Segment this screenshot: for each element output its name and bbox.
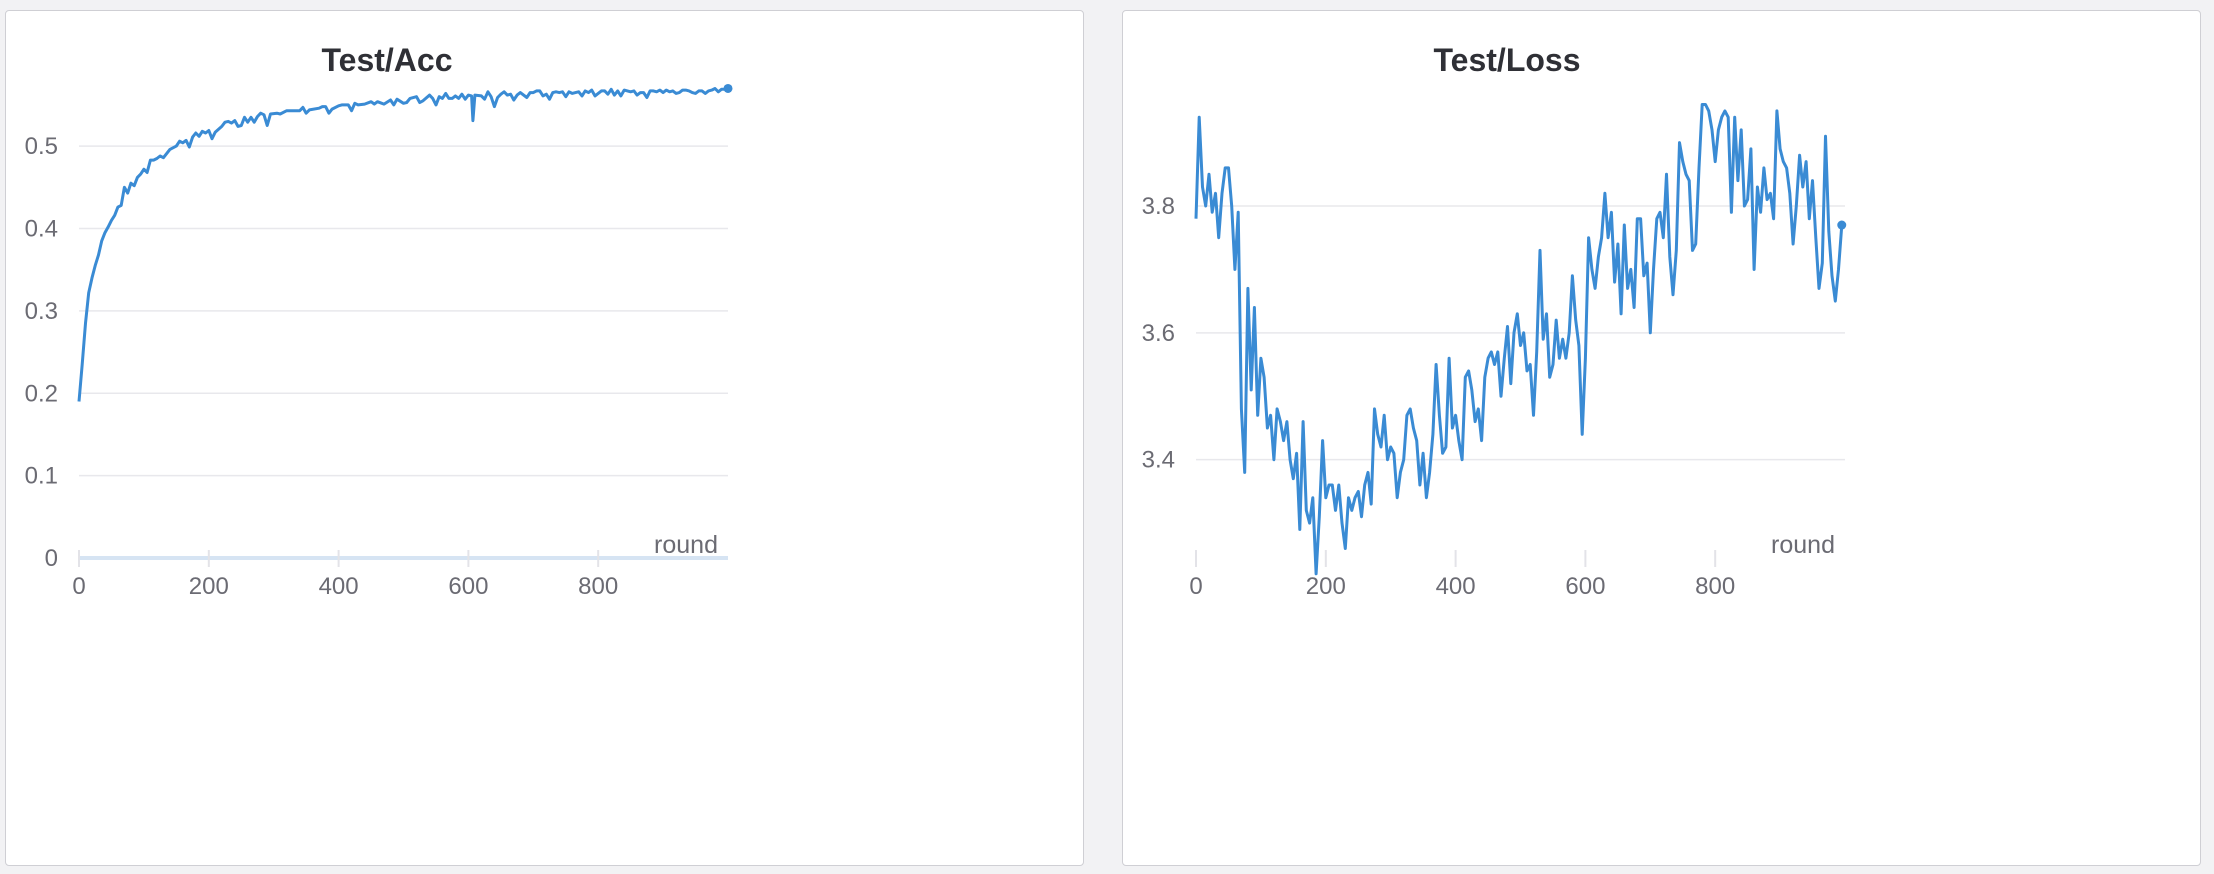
x-axis-label: round <box>1771 531 1835 559</box>
series <box>1194 103 1847 576</box>
series <box>77 83 733 402</box>
series-line <box>1194 103 1844 576</box>
y-tick-label: 0.2 <box>25 380 58 407</box>
last-point-marker <box>723 83 733 93</box>
x-tick-label: 600 <box>448 573 488 600</box>
y-tick-label: 0.5 <box>25 133 58 160</box>
y-tick-labels: 3.4 3.6 3.8 <box>1142 193 1175 474</box>
x-tick-label: 400 <box>319 573 359 600</box>
y-tick-label: 3.6 <box>1142 320 1175 347</box>
x-tick-label: 0 <box>1189 573 1202 600</box>
y-tick-label: 3.4 <box>1142 447 1175 474</box>
y-tick-labels: 0 0.1 0.2 0.3 0.4 0.5 <box>25 133 58 572</box>
y-tick-label: 3.8 <box>1142 193 1175 220</box>
x-tick-label: 800 <box>578 573 618 600</box>
x-ticks: 0 200 400 600 800 <box>72 550 618 600</box>
x-tick-label: 0 <box>72 573 85 600</box>
chart-panel-test-acc: 0 0.1 0.2 0.3 0.4 0.5 0 200 400 600 800 Test/Acc … <box>5 10 1084 866</box>
gridlines <box>79 145 728 560</box>
x-tick-label: 200 <box>1306 573 1346 600</box>
x-tick-label: 400 <box>1436 573 1476 600</box>
y-tick-label: 0 <box>45 545 58 572</box>
y-tick-label: 0.1 <box>25 463 58 490</box>
chart-title: Test/Loss <box>1434 42 1581 78</box>
series-line <box>77 87 729 402</box>
x-tick-label: 600 <box>1565 573 1605 600</box>
chart-title: Test/Acc <box>321 42 452 78</box>
x-tick-label: 800 <box>1695 573 1735 600</box>
chart-panel-test-loss: 3.4 3.6 3.8 0 200 400 600 800 Test/Loss round <box>1122 10 2201 866</box>
x-ticks: 0 200 400 600 800 <box>1189 550 1735 600</box>
x-axis-label: round <box>654 531 718 559</box>
x-tick-label: 200 <box>189 573 229 600</box>
test-acc-chart: 00.10.20.30.40.5 0 200 400 600 800 Test/Acc … <box>25 42 733 600</box>
test-loss-chart: 3.4 3.6 3.8 0 200 400 600 800 Test/Loss round <box>1142 42 1847 600</box>
y-tick-label: 0.3 <box>25 298 58 325</box>
y-tick-label: 0.4 <box>25 216 58 243</box>
last-point-marker <box>1837 220 1847 230</box>
